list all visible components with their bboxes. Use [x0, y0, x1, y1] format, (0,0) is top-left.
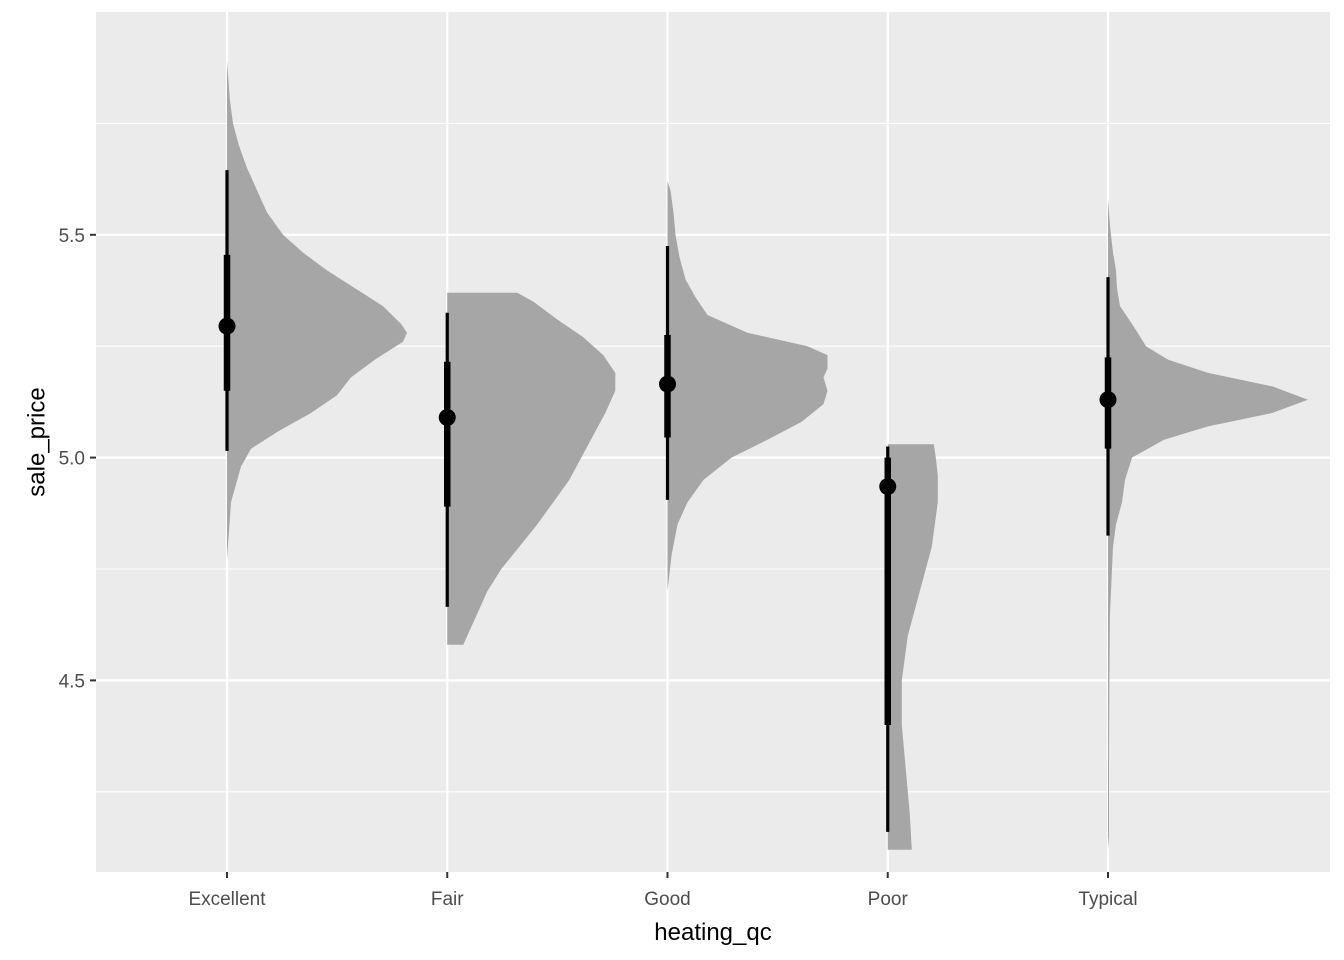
- x-tick-label: Excellent: [188, 889, 266, 910]
- density-typical: [1108, 199, 1308, 850]
- y-tick-label: 5.0: [59, 449, 85, 470]
- median-point-typical: [1099, 391, 1117, 409]
- density-good: [667, 181, 828, 592]
- median-point-good: [659, 375, 676, 393]
- y-tick-label: 4.5: [59, 671, 85, 692]
- density-poor: [887, 444, 938, 850]
- median-point-excellent: [218, 317, 236, 335]
- x-tick-label: Poor: [868, 889, 909, 910]
- interval-layer: [218, 170, 1117, 832]
- median-point-poor: [879, 478, 897, 496]
- y-axis: 4.5 5.0 5.5: [59, 226, 96, 692]
- x-axis-title: heating_qc: [654, 919, 771, 946]
- x-tick-label: Typical: [1078, 889, 1137, 910]
- density-layer: [227, 61, 1308, 850]
- density-excellent: [227, 61, 407, 561]
- density-fair: [447, 292, 616, 645]
- x-tick-label: Fair: [431, 889, 464, 910]
- median-point-fair: [438, 408, 456, 426]
- y-axis-title: sale_price: [24, 387, 51, 496]
- y-tick-label: 5.5: [59, 226, 85, 247]
- x-axis: Excellent Fair Good Poor Typical: [188, 872, 1138, 910]
- x-tick-label: Good: [644, 889, 690, 910]
